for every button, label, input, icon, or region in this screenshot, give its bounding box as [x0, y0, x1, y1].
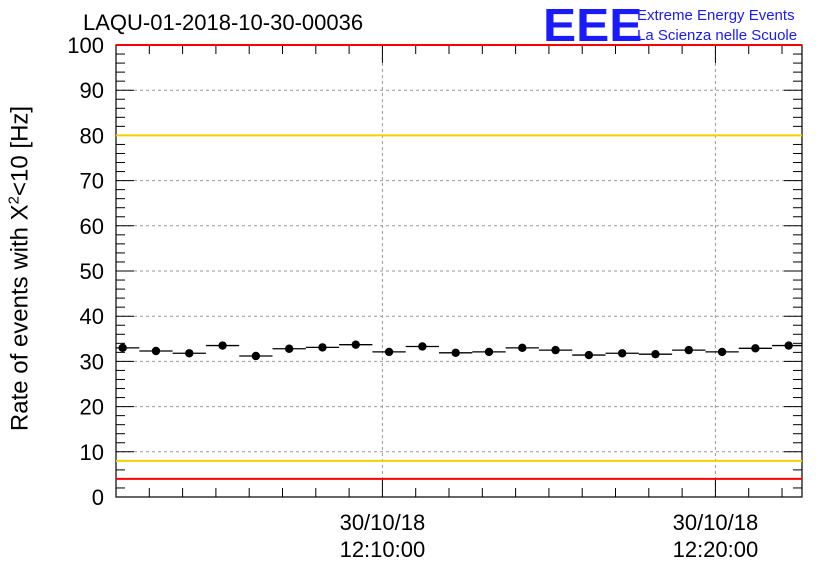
y-tick-label: 50	[80, 259, 104, 284]
data-point	[584, 350, 594, 360]
x-tick-label-time: 12:10:00	[340, 537, 426, 562]
y-tick-label: 80	[80, 123, 104, 148]
eee-logo: EEE	[543, 0, 643, 51]
data-point	[484, 347, 494, 357]
y-tick-label: 90	[80, 78, 104, 103]
data-point	[151, 346, 161, 356]
data-point	[551, 345, 560, 355]
logo-line-2: La Scienza nelle Scuole	[637, 27, 798, 44]
data-point	[318, 343, 327, 352]
x-tick-label-time: 12:20:00	[673, 537, 759, 562]
y-tick-label: 0	[92, 485, 104, 510]
data-point	[617, 349, 627, 358]
y-tick-label: 30	[80, 349, 104, 374]
data-point	[451, 348, 460, 358]
data-point	[651, 349, 660, 359]
data-point	[684, 345, 693, 355]
data-point	[518, 343, 527, 353]
chart-title: LAQU-01-2018-10-30-00036	[83, 10, 364, 35]
data-point	[118, 343, 127, 353]
logo-line-1: Extreme Energy Events	[637, 7, 795, 24]
data-point	[218, 341, 227, 350]
y-tick-label: 60	[80, 214, 104, 239]
x-tick-label-date: 30/10/18	[340, 510, 426, 535]
data-point	[717, 347, 727, 357]
data-point	[284, 344, 294, 353]
y-tick-label: 40	[80, 304, 104, 329]
data-point	[751, 344, 760, 353]
data-point	[251, 351, 261, 361]
x-tick-label-date: 30/10/18	[673, 510, 759, 535]
data-point	[418, 342, 427, 351]
y-tick-label: 20	[80, 395, 104, 420]
data-point	[384, 347, 394, 357]
data-point	[784, 341, 793, 350]
y-tick-label: 10	[80, 440, 104, 465]
data-point	[185, 349, 194, 358]
data-point	[351, 340, 360, 349]
y-tick-label: 100	[67, 33, 104, 58]
y-tick-label: 70	[80, 169, 104, 194]
